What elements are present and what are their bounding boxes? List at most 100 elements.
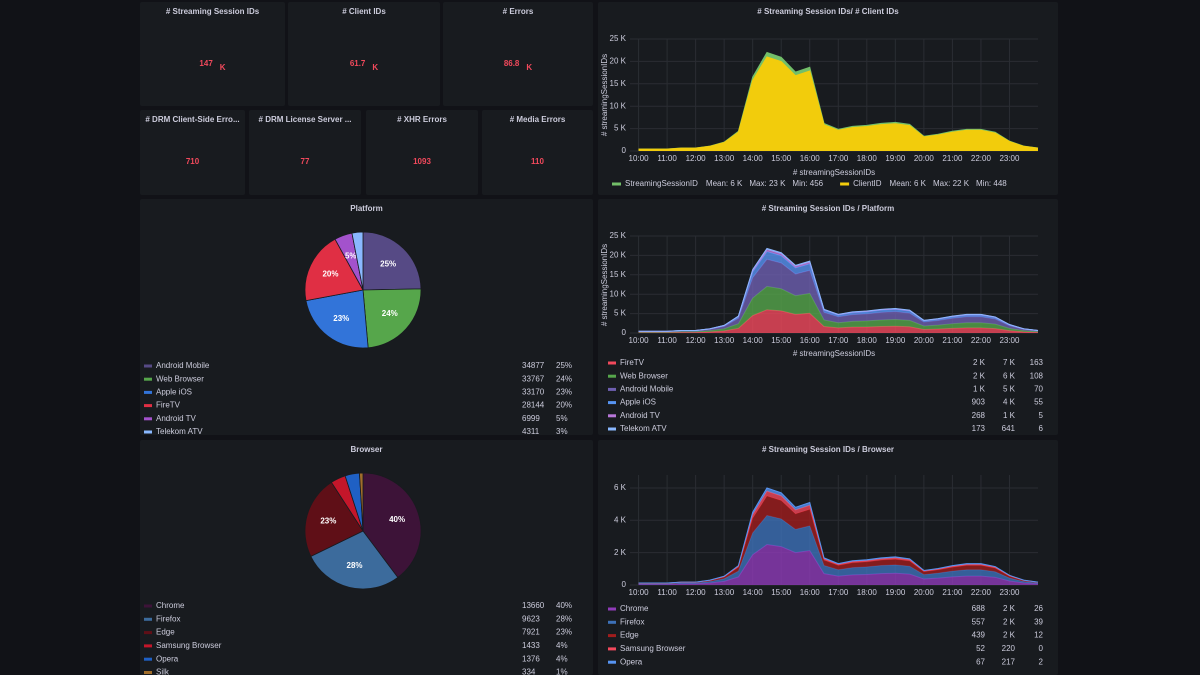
panel-background [482, 110, 593, 195]
legend-swatch [612, 182, 621, 186]
area [638, 496, 1038, 584]
x-tick-label: 14:00 [743, 154, 764, 163]
legend-stat: 2 [1039, 657, 1044, 666]
stat-value: 110 [531, 157, 544, 166]
legend-stat: 5 K [1003, 385, 1016, 394]
x-tick-label: 23:00 [999, 336, 1020, 345]
slice-label: 23% [333, 314, 349, 323]
x-tick-label: 12:00 [686, 588, 707, 597]
panel: # Streaming Session IDs/ # Client IDs 0 5 … [598, 2, 1058, 195]
line [638, 544, 1039, 585]
legend-swatch [144, 657, 152, 661]
x-tick-label: 19:00 [885, 336, 906, 345]
legend-percent: 25% [556, 361, 572, 370]
pie-slice [304, 238, 364, 302]
panel: # Client IDs 61.7 K [288, 2, 440, 106]
x-tick-label: 22:00 [971, 336, 992, 345]
y-tick-label: 0 [622, 580, 627, 589]
area [638, 56, 1038, 151]
x-tick-label: 17:00 [828, 588, 849, 597]
stat-unit: K [220, 63, 226, 72]
pie-slice [362, 231, 422, 291]
legend-value: 33170 [522, 388, 545, 397]
legend-label: Android TV [620, 411, 661, 420]
legend-stat: 6 K [1003, 371, 1016, 380]
slice-label: 23% [320, 516, 336, 525]
y-axis-label: # streamingSessionIDs [600, 54, 609, 136]
legend-label: Firefox [620, 617, 644, 626]
x-tick-label: 13:00 [714, 588, 735, 597]
legend-percent: 23% [556, 388, 572, 397]
x-tick-label: 13:00 [714, 154, 735, 163]
legend-stat: 70 [1034, 385, 1043, 394]
stat-value: 147 [199, 59, 213, 68]
legend-swatch [608, 361, 616, 365]
x-tick-label: 15:00 [771, 154, 792, 163]
stat-title: # XHR Errors [397, 115, 447, 124]
chart-title: Platform [350, 204, 382, 213]
legend-swatch [144, 604, 152, 608]
legend-value: 28144 [522, 401, 545, 410]
legend-label: Android Mobile [620, 385, 674, 394]
stat-value: 86.8 [504, 59, 520, 68]
legend-label: Firefox [156, 614, 180, 623]
legend-percent: 20% [556, 401, 572, 410]
pie-slice [362, 288, 422, 349]
legend-stat: 7 K [1003, 358, 1016, 367]
line [638, 247, 1039, 332]
chart-title: Browser [350, 445, 382, 454]
panel-background [249, 110, 361, 195]
x-tick-label: 14:00 [743, 336, 764, 345]
legend-value: 9623 [522, 614, 540, 623]
slice-label: 28% [347, 561, 363, 570]
panel-background [140, 2, 285, 106]
legend-stat: 557 [972, 617, 986, 626]
legend-swatch [144, 377, 152, 381]
legend-stat: 220 [1002, 644, 1016, 653]
x-tick-label: 15:00 [771, 588, 792, 597]
legend-swatch [608, 387, 616, 391]
legend-stat: 26 [1034, 604, 1043, 613]
legend-stat: 2 K [973, 358, 986, 367]
legend-stat: 39 [1034, 617, 1043, 626]
stat-value: 710 [186, 157, 200, 166]
legend-stat: 52 [976, 644, 985, 653]
legend-label: FireTV [620, 358, 645, 367]
stat-title: # DRM License Server ... [259, 115, 352, 124]
legend-percent: 3% [556, 427, 568, 436]
x-tick-label: 10:00 [629, 336, 650, 345]
y-tick-label: 15 K [610, 270, 627, 279]
x-tick-label: 19:00 [885, 588, 906, 597]
legend-stat: Mean: 6 K [706, 179, 743, 188]
legend-stat: 1 K [1003, 411, 1016, 420]
x-tick-label: 21:00 [942, 154, 963, 163]
stat-title: # Client IDs [342, 7, 386, 16]
x-tick-label: 10:00 [629, 588, 650, 597]
area [638, 544, 1038, 585]
legend-label: ClientID [853, 179, 882, 188]
legend-label: Web Browser [620, 371, 668, 380]
legend-swatch [144, 617, 152, 621]
legend-label: Android Mobile [156, 361, 210, 370]
y-tick-label: 5 K [614, 309, 627, 318]
legend-label: Silk [156, 668, 170, 675]
legend-value: 4311 [522, 427, 540, 436]
legend-stat: 6 [1039, 424, 1044, 433]
panel: # DRM Client-Side Erro... 710 [140, 110, 245, 195]
stat-title: # Media Errors [510, 115, 566, 124]
legend-swatch [144, 390, 152, 394]
legend-percent: 23% [556, 628, 572, 637]
legend-swatch [144, 430, 152, 434]
legend-swatch [608, 634, 616, 638]
y-tick-label: 25 K [610, 34, 627, 43]
x-tick-label: 18:00 [857, 336, 878, 345]
chart-title: # Streaming Session IDs / Browser [762, 445, 894, 454]
legend-value: 1433 [522, 641, 540, 650]
slice-label: 24% [382, 309, 398, 318]
legend-stat: 173 [972, 424, 986, 433]
panel-background [598, 440, 1058, 675]
chart-title: # Streaming Session IDs / Platform [762, 204, 894, 213]
x-tick-label: 12:00 [686, 336, 707, 345]
pie-slice [359, 472, 364, 532]
